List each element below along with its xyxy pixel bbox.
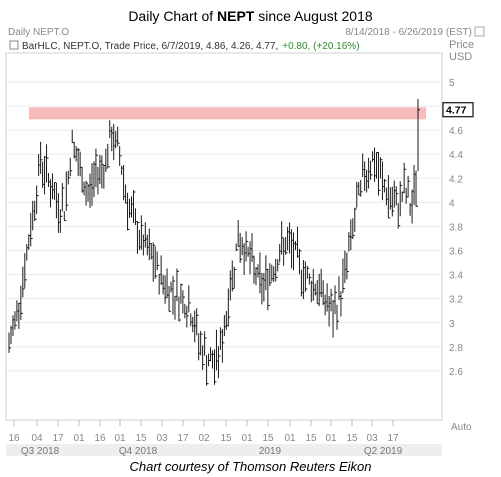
x-tick-label: 15	[262, 433, 274, 444]
price-axis-title: Price	[449, 39, 474, 51]
y-tick-label: 3.4	[449, 271, 463, 282]
x-tick-label: 16	[94, 433, 106, 444]
title-suffix: since August 2018	[254, 8, 373, 24]
quarter-strip	[6, 444, 442, 456]
y-tick-label: 3.6	[449, 247, 463, 258]
x-tick-label: 01	[241, 433, 253, 444]
date-range-label: 8/14/2018 - 6/26/2019 (EST)	[345, 27, 472, 38]
x-quarter-label: Q3 2018	[21, 446, 60, 457]
x-tick-label: 01	[73, 433, 85, 444]
x-tick-label: 01	[284, 433, 296, 444]
title-prefix: Daily Chart of	[128, 8, 218, 24]
highlight-band	[29, 107, 426, 120]
x-tick-label: 15	[346, 433, 358, 444]
page-title: Daily Chart of NEPT since August 2018	[0, 8, 501, 24]
y-axis: 54.84.64.44.243.83.63.43.232.82.6	[449, 78, 463, 378]
symbol-label: Daily NEPT.O	[8, 27, 69, 38]
legend-series-text: BarHLC, NEPT.O, Trade Price, 6/7/2019, 4…	[22, 41, 278, 52]
x-axis-day-ticks: 16 04 17 01 16 01 15 03 17 02 15 01 15 01 15 01 15 03 17	[8, 420, 399, 444]
price-bars	[8, 98, 420, 386]
y-tick-label: 4.2	[449, 174, 463, 185]
title-ticker: NEPT	[217, 8, 255, 24]
x-tick-label: 17	[52, 433, 64, 444]
x-tick-label: 15	[220, 433, 232, 444]
x-tick-label: 16	[8, 433, 20, 444]
x-tick-label: 01	[114, 433, 126, 444]
grid-lines	[6, 81, 442, 372]
y-tick-label: 2.6	[449, 367, 463, 378]
y-tick-label: 4.6	[449, 126, 463, 137]
y-tick-label: 5	[449, 78, 455, 89]
auto-scale-label[interactable]: Auto	[451, 422, 472, 433]
x-tick-label: 01	[325, 433, 337, 444]
chart-caption: Chart courtesy of Thomson Reuters Eikon	[129, 459, 372, 474]
x-tick-label: 04	[31, 433, 43, 444]
legend-checkbox[interactable]	[9, 40, 19, 50]
currency-axis-title: USD	[449, 51, 472, 63]
x-tick-label: 15	[305, 433, 317, 444]
x-tick-label: 02	[198, 433, 210, 444]
last-price-box	[442, 102, 474, 118]
x-quarter-label: Q4 2018	[119, 446, 158, 457]
x-tick-label: 03	[366, 433, 378, 444]
x-tick-label: 03	[156, 433, 168, 444]
x-tick-label: 15	[135, 433, 147, 444]
y-tick-label: 3.8	[449, 222, 463, 233]
legend-change: +0.80, (+20.16%)	[282, 41, 359, 52]
legend-series: BarHLC, NEPT.O, Trade Price, 6/7/2019, 4…	[22, 41, 360, 52]
x-tick-label: 17	[177, 433, 189, 444]
x-quarter-label: 2019	[259, 446, 282, 457]
panel-close-box[interactable]	[474, 26, 485, 37]
y-tick-label: 4	[449, 198, 455, 209]
y-tick-label: 3	[449, 319, 455, 330]
last-price-tag: 4.77	[442, 102, 474, 118]
x-axis-quarter-ticks: Q3 2018 Q4 2018 2019 Q2 2019	[21, 446, 403, 457]
y-tick-label: 3.2	[449, 295, 463, 306]
last-price-value: 4.77	[446, 105, 467, 117]
x-quarter-label: Q2 2019	[364, 446, 403, 457]
y-tick-label: 2.8	[449, 343, 463, 354]
x-tick-label: 17	[387, 433, 399, 444]
y-tick-label: 4.4	[449, 150, 463, 161]
